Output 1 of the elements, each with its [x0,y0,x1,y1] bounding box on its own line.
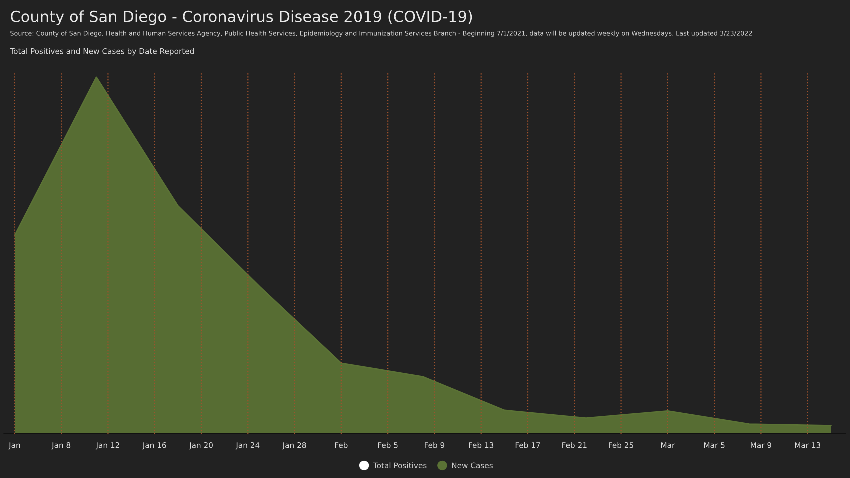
chart-title: County of San Diego - Coronavirus Disease 2019 (COVID-19) [11,10,472,26]
